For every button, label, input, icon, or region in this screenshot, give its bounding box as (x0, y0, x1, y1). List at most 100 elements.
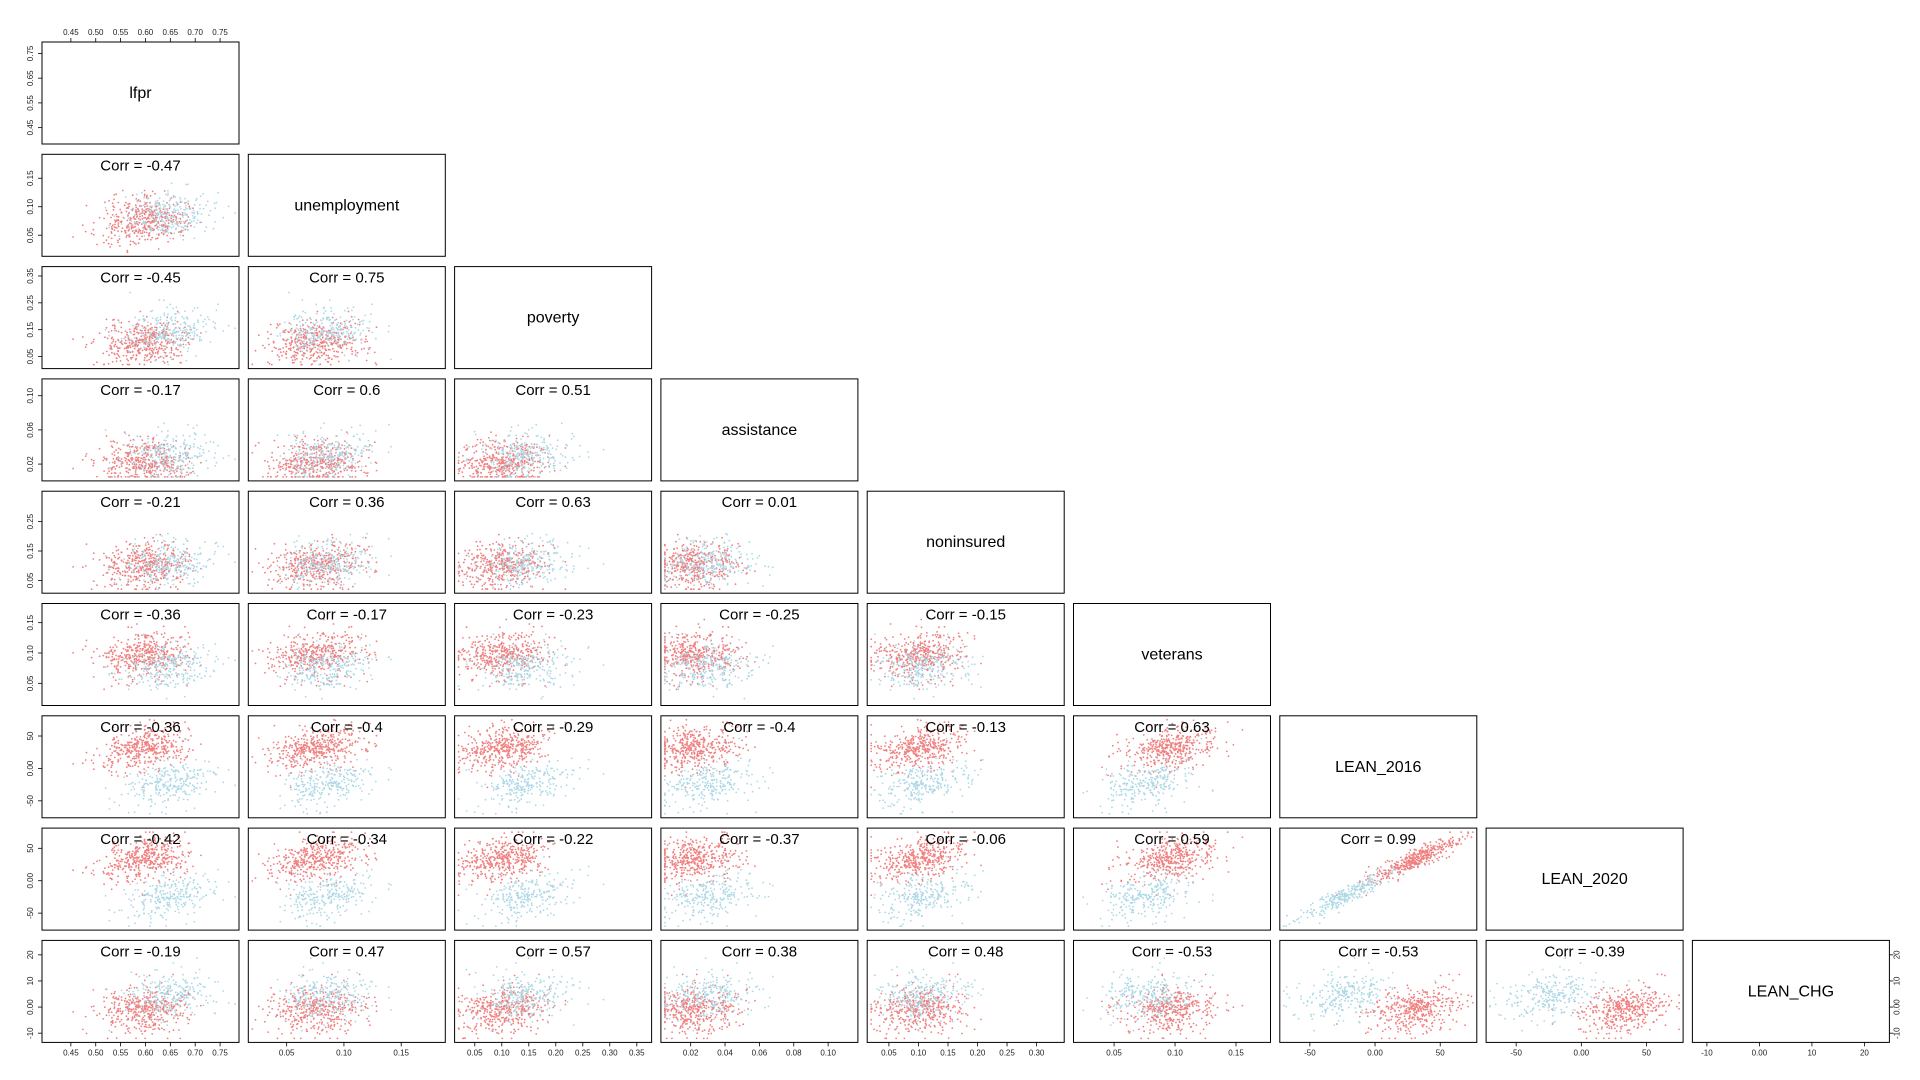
data-point (156, 225, 159, 228)
data-point (279, 332, 281, 335)
data-point (550, 456, 552, 459)
data-point (521, 472, 524, 474)
data-point (134, 230, 137, 232)
data-point (291, 339, 293, 342)
panel-1-1: unemployment (247, 153, 446, 257)
data-point (143, 193, 146, 196)
data-point (117, 570, 120, 573)
data-point (541, 441, 544, 444)
data-point (490, 467, 493, 470)
data-point (355, 450, 357, 452)
data-point (128, 341, 131, 344)
data-point (196, 562, 199, 565)
data-point (175, 564, 178, 567)
data-point (513, 448, 516, 450)
data-point (205, 226, 208, 229)
data-point (132, 550, 135, 553)
data-point (133, 565, 136, 567)
data-point (346, 307, 349, 309)
data-point (144, 343, 147, 345)
data-point (140, 335, 143, 338)
data-point (205, 330, 208, 333)
data-point (314, 323, 317, 326)
data-point (130, 217, 132, 220)
data-point (543, 446, 545, 449)
data-point (278, 356, 280, 358)
data-point (146, 341, 148, 344)
data-point (522, 450, 525, 453)
data-point (143, 465, 145, 468)
data-point (136, 566, 138, 568)
data-point (476, 468, 478, 471)
data-point (183, 331, 186, 334)
data-point (571, 456, 574, 459)
data-point (117, 319, 120, 322)
data-point (144, 448, 147, 450)
data-point (319, 327, 322, 329)
data-point (182, 468, 185, 471)
data-point (134, 555, 137, 557)
data-point (155, 452, 158, 455)
data-point (162, 357, 165, 359)
data-point (163, 457, 166, 460)
data-point (368, 448, 371, 451)
data-point (301, 331, 303, 333)
data-point (198, 452, 201, 455)
data-point (371, 331, 374, 334)
data-point (288, 568, 291, 571)
data-point (130, 356, 132, 359)
data-point (328, 348, 331, 351)
data-point (119, 245, 121, 247)
data-point (478, 462, 480, 465)
data-point (282, 463, 285, 466)
data-point (291, 444, 294, 447)
data-point (497, 445, 500, 448)
data-point (110, 216, 112, 219)
data-point (327, 457, 330, 460)
data-point (188, 205, 191, 208)
data-point (534, 460, 536, 463)
data-point (123, 217, 125, 220)
data-point (125, 354, 128, 357)
data-point (335, 448, 337, 451)
data-point (141, 439, 144, 442)
data-point (147, 449, 150, 452)
data-point (155, 338, 158, 340)
data-point (341, 333, 344, 336)
data-point (145, 542, 147, 544)
data-point (310, 354, 312, 357)
data-point (295, 327, 298, 329)
data-point (287, 434, 290, 436)
y-tick-label: 0.45 (26, 119, 35, 135)
data-point (300, 336, 303, 339)
data-point (159, 355, 162, 358)
data-point (351, 350, 354, 353)
data-point (151, 326, 153, 329)
data-point (200, 568, 203, 570)
data-point (182, 317, 185, 320)
data-point (106, 472, 109, 475)
data-point (508, 457, 511, 460)
data-point (160, 565, 163, 567)
data-point (477, 473, 480, 476)
data-point (483, 465, 486, 468)
data-point (139, 329, 142, 331)
data-point (524, 447, 527, 450)
data-point (564, 447, 567, 449)
y-tick-label: 0.15 (26, 543, 35, 559)
data-point (129, 243, 132, 246)
data-point (189, 467, 191, 470)
data-point (311, 476, 314, 478)
data-point (357, 454, 360, 457)
data-point (127, 203, 130, 206)
data-point (169, 356, 172, 359)
data-point (168, 352, 171, 354)
data-point (500, 462, 503, 465)
data-point (315, 458, 318, 461)
data-point (301, 347, 303, 350)
data-point (198, 547, 201, 550)
data-point (343, 309, 346, 312)
data-point (108, 334, 111, 337)
data-point (170, 338, 173, 341)
data-point (298, 441, 301, 444)
